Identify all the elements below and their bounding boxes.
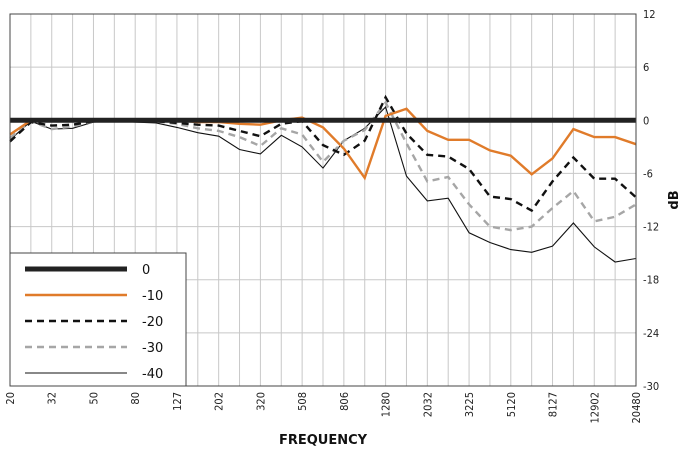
legend-label: 0 <box>142 263 150 278</box>
legend-label: -20 <box>142 315 163 330</box>
x-tick-label: 508 <box>296 392 309 411</box>
y-tick-label: 12 <box>643 8 656 21</box>
x-tick-label: 806 <box>338 392 351 411</box>
x-tick-label: 20 <box>4 392 17 405</box>
legend: 0 -10 -20 -30 -40 <box>9 252 187 387</box>
x-tick-label: 127 <box>171 392 184 411</box>
y-tick-label: -18 <box>643 274 659 287</box>
y-tick-label: -12 <box>643 221 659 234</box>
y-tick-label: -6 <box>643 167 653 180</box>
x-tick-label: 320 <box>254 392 267 411</box>
series-lines <box>9 94 637 263</box>
x-tick-label: 202 <box>213 392 226 411</box>
x-tick-label: 3225 <box>463 392 476 417</box>
legend-label: -30 <box>142 341 163 356</box>
x-tick-label: 32 <box>46 392 59 405</box>
legend-label: -40 <box>142 367 163 382</box>
y-tick-label: -30 <box>643 380 659 393</box>
x-tick-label: 80 <box>129 392 142 405</box>
y-tick-label: -24 <box>643 327 659 340</box>
y-tick-label: 6 <box>643 61 649 74</box>
x-tick-label: 2032 <box>421 392 434 417</box>
x-tick-label: 20480 <box>630 392 643 423</box>
y-axis-title: dB <box>667 190 682 209</box>
x-tick-label: 12902 <box>588 392 601 423</box>
x-tick-labels: 20 32 50 80 127 202 320 508 806 1280 2032 3225 5120 8… <box>4 392 643 423</box>
y-tick-label: 0 <box>643 114 649 127</box>
x-axis-title: FREQUENCY <box>279 433 368 448</box>
legend-box <box>9 252 187 387</box>
plot-frame <box>9 13 637 387</box>
x-tick-label: 50 <box>87 392 100 405</box>
x-tick-label: 1280 <box>380 392 393 417</box>
x-tick-label: 5120 <box>505 392 518 417</box>
x-tick-label: 8127 <box>547 392 560 417</box>
legend-label: -10 <box>142 289 163 304</box>
y-tick-labels: -30 -24 -18 -12 -6 0 6 12 <box>643 8 659 393</box>
